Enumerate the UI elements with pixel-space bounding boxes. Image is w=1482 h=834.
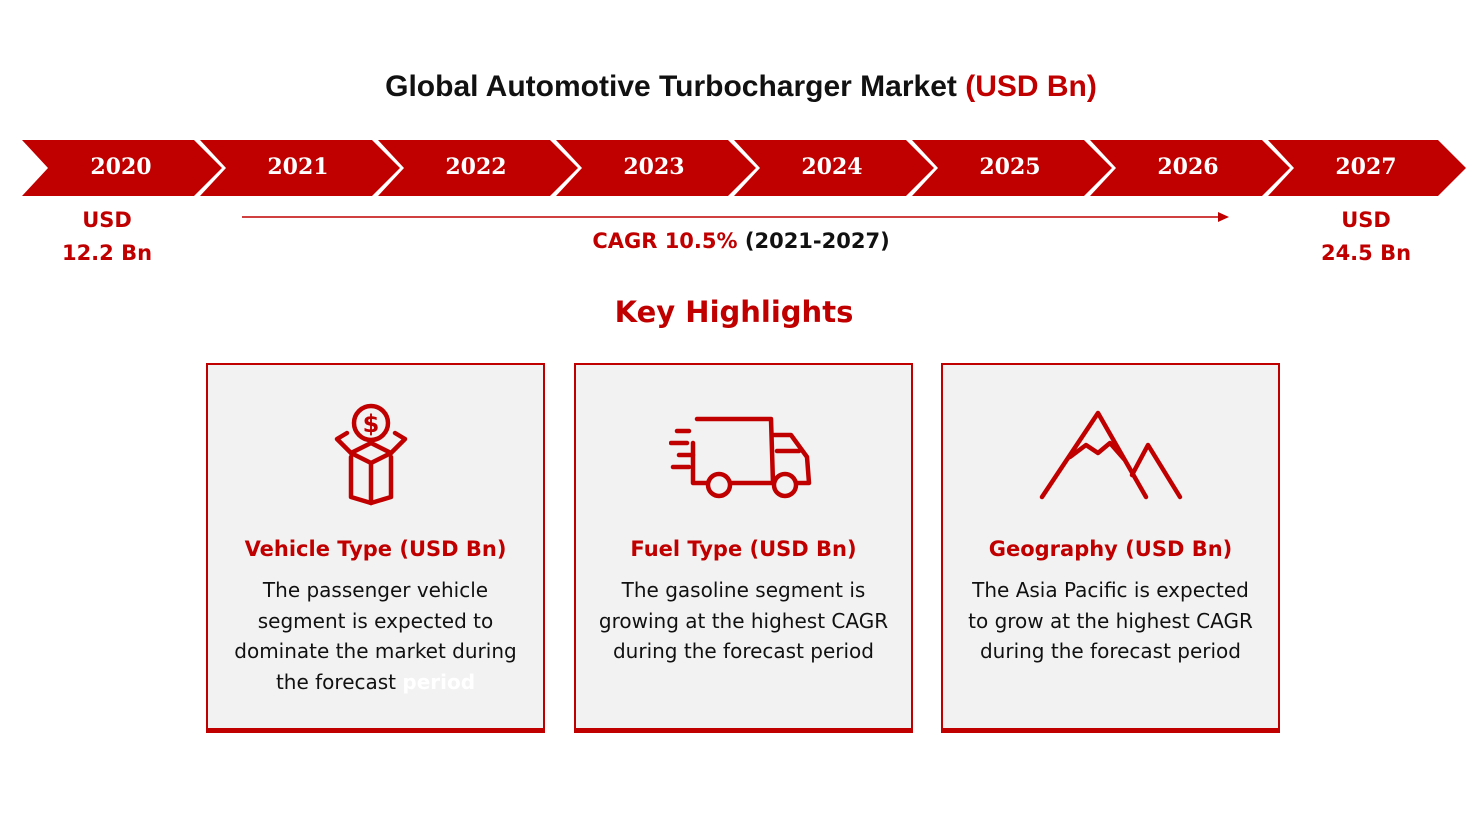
card-text-faded: period <box>402 669 476 694</box>
card-description: The passenger vehicle segment is expecte… <box>226 575 525 697</box>
card-text-line: growing at the highest CAGR <box>598 608 889 633</box>
chevron-2020 <box>22 140 222 196</box>
chevron-2021 <box>200 140 400 196</box>
money-box-icon: $ <box>208 401 543 511</box>
card-text-last: the forecast <box>275 669 397 694</box>
highlight-card-fuel-type: Fuel Type (USD Bn) The gasoline segment … <box>574 363 913 730</box>
key-highlights-title: Key Highlights <box>614 295 854 329</box>
year-label-2021: 2021 <box>267 154 329 180</box>
delivery-truck-icon <box>576 401 911 511</box>
year-label-2027: 2027 <box>1335 154 1397 180</box>
mountains-icon <box>943 401 1278 511</box>
card-description: The Asia Pacific is expected to grow at … <box>961 575 1260 667</box>
highlight-card-geography: Geography (USD Bn) The Asia Pacific is e… <box>941 363 1280 730</box>
end-value-amount: 24.5 Bn <box>1320 241 1412 265</box>
cagr-value: CAGR 10.5% <box>592 229 738 253</box>
title-unit: (USD Bn) <box>965 70 1097 103</box>
chevron-2022 <box>378 140 578 196</box>
svg-text:$: $ <box>362 410 379 438</box>
card-text-line: The passenger vehicle <box>262 578 489 602</box>
chevron-2024 <box>734 140 934 196</box>
card-title: Vehicle Type (USD Bn) <box>244 537 507 561</box>
start-value-amount: 12.2 Bn <box>61 241 153 265</box>
end-value-currency: USD <box>1341 208 1391 232</box>
end-value: USD 24.5 Bn <box>1296 204 1436 270</box>
card-title: Geography (USD Bn) <box>988 537 1233 561</box>
card-text-line: The Asia Pacific is expected <box>972 578 1249 602</box>
card-text-line: during the forecast period <box>979 639 1241 663</box>
card-description: The gasoline segment is growing at the h… <box>594 575 893 667</box>
chevron-2026 <box>1090 140 1290 196</box>
card-text-line: dominate the market during <box>234 639 517 663</box>
title-main: Global Automotive Turbocharger Market <box>385 70 957 103</box>
year-label-2020: 2020 <box>90 154 152 180</box>
year-label-2025: 2025 <box>979 154 1041 180</box>
start-value: USD 12.2 Bn <box>37 204 177 270</box>
year-label-2024: 2024 <box>801 154 863 180</box>
card-text-line: The gasoline segment is <box>621 578 866 602</box>
cagr-text: CAGR 10.5% (2021-2027) <box>0 229 1482 253</box>
year-timeline: 2020 2021 2022 2023 2024 2025 2026 2027 <box>0 140 1482 196</box>
card-text-line: segment is expected to <box>257 608 494 633</box>
card-text-line: the forecast period <box>226 667 525 698</box>
card-text-line: to grow at the highest CAGR <box>968 608 1253 633</box>
year-label-2023: 2023 <box>623 154 685 180</box>
card-title: Fuel Type (USD Bn) <box>630 537 857 561</box>
timeline-chevrons <box>22 140 1466 196</box>
year-label-2022: 2022 <box>445 154 507 180</box>
chevron-2025 <box>912 140 1112 196</box>
cagr-arrow <box>242 212 1229 222</box>
start-value-currency: USD <box>82 208 132 232</box>
cagr-period: (2021-2027) <box>744 229 890 253</box>
card-text-line: during the forecast period <box>612 639 874 663</box>
page-title: Global Automotive Turbocharger Market (U… <box>0 70 1482 104</box>
chevron-2023 <box>556 140 756 196</box>
highlight-card-vehicle-type: $ Vehicle Type (USD Bn) The passenger ve… <box>206 363 545 730</box>
chevron-2027 <box>1268 140 1466 196</box>
year-label-2026: 2026 <box>1157 154 1219 180</box>
